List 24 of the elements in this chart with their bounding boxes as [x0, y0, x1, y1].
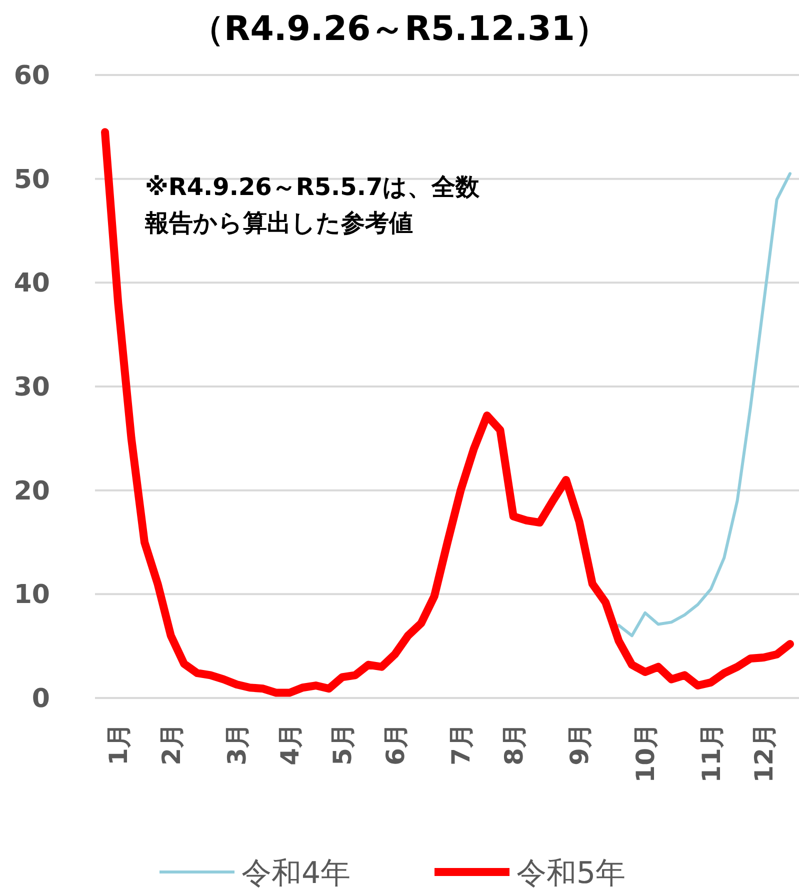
- legend-label: 令和4年: [242, 856, 351, 891]
- x-tick-label: 2月: [156, 723, 186, 766]
- x-tick-label: 11月: [696, 723, 726, 783]
- legend-label: 令和5年: [516, 856, 626, 891]
- x-tick-label: 4月: [275, 723, 304, 766]
- y-tick-label: 60: [14, 61, 50, 91]
- y-tick-label: 10: [14, 580, 50, 610]
- x-tick-label: 7月: [446, 723, 476, 766]
- y-tick-label: 30: [14, 372, 50, 402]
- y-tick-label: 0: [32, 684, 50, 714]
- y-tick-label: 20: [14, 476, 50, 506]
- x-tick-label: 9月: [565, 723, 594, 766]
- x-tick-label: 1月: [104, 723, 134, 766]
- annotation: ※R4.9.26～R5.5.7は、全数: [145, 173, 481, 201]
- x-tick-label: 3月: [222, 723, 252, 766]
- x-tick-label: 6月: [380, 723, 410, 766]
- annotation: 報告から算出した参考値: [144, 209, 413, 237]
- y-tick-label: 40: [14, 268, 50, 299]
- x-tick-label: 5月: [328, 723, 358, 766]
- x-tick-label: 12月: [750, 723, 779, 783]
- x-tick-label: 8月: [499, 723, 528, 766]
- x-tick-label: 10月: [631, 723, 660, 783]
- chart-title: （R4.9.26～R5.12.31）: [190, 9, 609, 49]
- y-tick-label: 50: [14, 164, 50, 195]
